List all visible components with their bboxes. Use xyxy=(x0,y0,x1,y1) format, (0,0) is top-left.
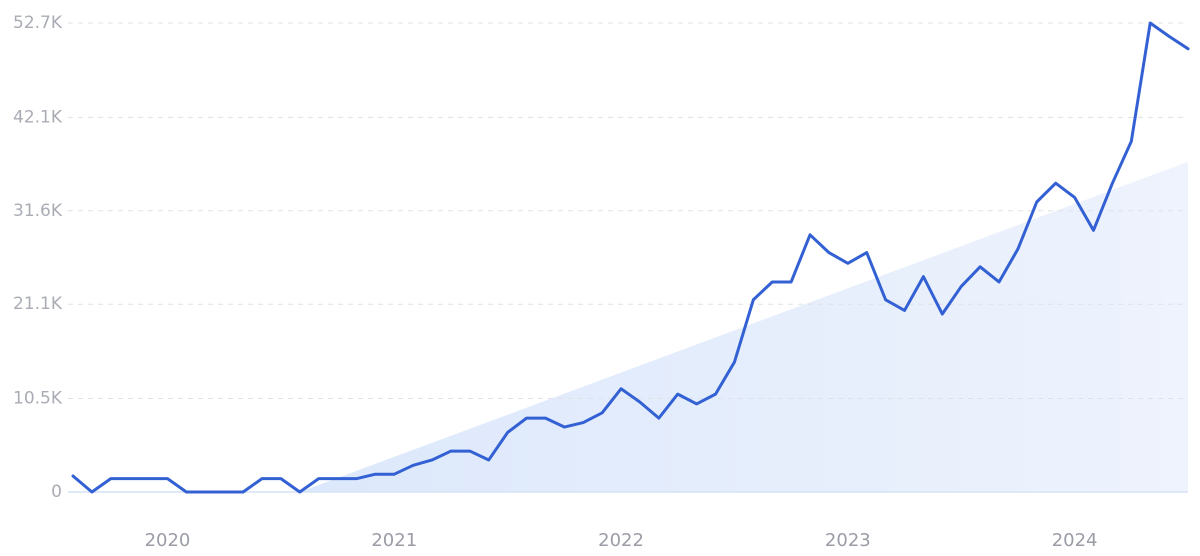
y-tick-label: 10.5K xyxy=(13,389,63,409)
y-tick-label: 42.1K xyxy=(13,107,63,127)
line xyxy=(71,21,1190,494)
y-tick-label: 21.1K xyxy=(13,294,63,314)
x-tick-label: 2020 xyxy=(145,530,191,551)
x-tick-label: 2024 xyxy=(1052,530,1098,551)
y-tick-label: 52.7K xyxy=(13,13,63,33)
x-tick-label: 2021 xyxy=(371,530,417,551)
x-tick-label: 2022 xyxy=(598,530,644,551)
x-tick-label: 2023 xyxy=(825,530,871,551)
y-tick-label: 31.6K xyxy=(13,201,63,221)
y-tick-label: 0 xyxy=(51,482,62,502)
